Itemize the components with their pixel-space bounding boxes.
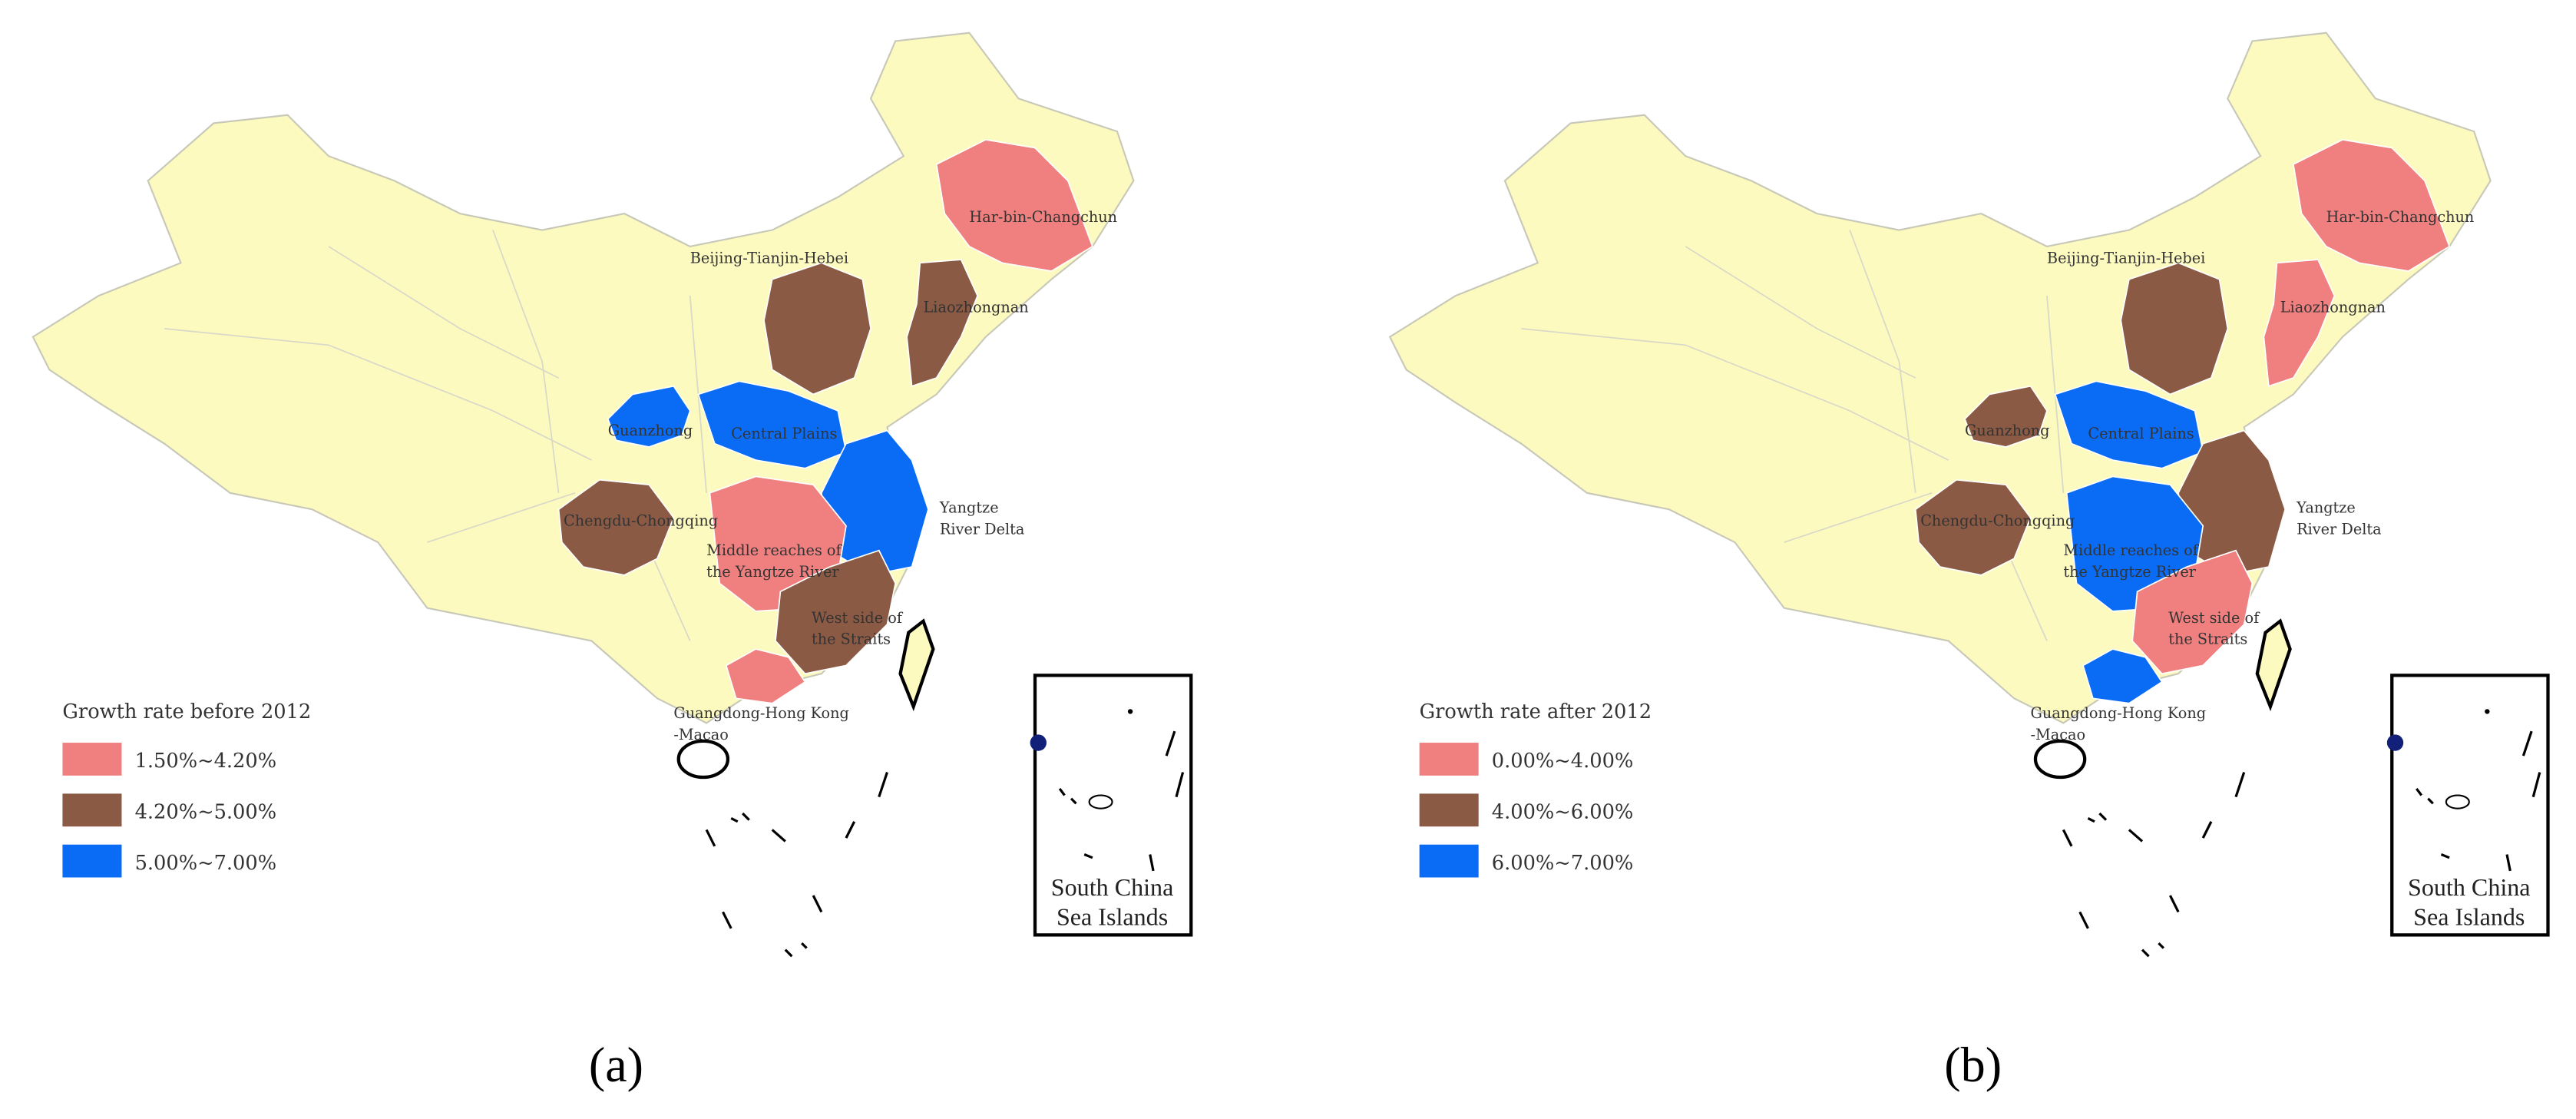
legend-title: Growth rate before 2012 [62,700,311,723]
region-label: the Straits [812,631,891,648]
region-label: River Delta [940,520,1024,538]
region-label: West side of [812,609,904,627]
panel-label: (a) [589,1038,643,1092]
region-label: Guangdong-Hong Kong [2031,704,2207,722]
sea-dashes [2062,772,2246,958]
region-label: Yangtze [939,499,999,517]
region-label: -Macao [2031,726,2086,743]
region-area [1963,385,2048,448]
inset-island [2445,794,2470,809]
legend-label: 1.50%~4.20% [135,750,277,773]
region-label: the Yangtze River [2063,563,2196,581]
region-area [763,262,871,396]
region-area [2082,648,2163,704]
inset-island [1088,794,1113,809]
legend-swatch [1419,844,1479,878]
inset-label: South China [1051,873,1174,901]
inset-label: South China [2408,873,2531,901]
region-label: Liaozhongnan [2280,299,2386,316]
inset-label: Sea Islands [1057,903,1168,931]
region-area [1914,478,2032,576]
region-label: the Straits [2168,631,2247,648]
region-label: Chengdu-Chongqing [1920,512,2075,530]
region-label: Beijing-Tianjin-Hebei [690,249,848,267]
hainan [676,739,730,780]
region-label: Central Plains [731,425,837,442]
region-label: River Delta [2297,520,2381,538]
region-area [775,549,897,675]
inset-edge [2386,734,2404,751]
legend-label: 6.00%~7.00% [1492,852,1634,875]
legend-swatch [1419,793,1479,827]
inset-frame [1033,674,1193,937]
region-label: Guangdong-Hong Kong [673,704,849,722]
legend-swatch [1419,743,1479,776]
region-area [2120,262,2229,396]
region-area [2292,138,2451,272]
map-panel: Har-bin-Changchun Beijing-Tianjin-Hebei Li… [1388,31,2550,1092]
inset-label: Sea Islands [2413,903,2525,931]
inset-islands [2416,730,2541,872]
region-label: Yangtze [2296,499,2356,517]
region-area [557,478,675,576]
inset-dot [1127,709,1133,714]
region-area [2263,259,2336,387]
inset-dot [2485,709,2490,714]
legend-swatch [62,844,122,878]
region-label: Guanzhong [608,422,693,439]
inset-islands [1058,730,1185,872]
legend-swatch [62,743,122,776]
country-outline [1388,31,2492,724]
legend-label: 5.00%~7.00% [135,852,277,875]
region-label: Middle reaches of [706,541,842,559]
region-label: Chengdu-Chongqing [564,512,718,530]
region-area [935,138,1093,272]
legend-label: 4.00%~6.00% [1492,800,1634,823]
sea-dashes [705,772,888,958]
country-outline [31,31,1135,724]
inset-edge [1030,734,1047,751]
panel-label: (b) [1944,1038,2002,1092]
inset-frame [2390,674,2550,937]
legend-label: 0.00%~4.00% [1492,750,1634,773]
legend-title: Growth rate after 2012 [1420,700,1652,723]
region-label: Guanzhong [1965,422,2050,439]
region-label: Beijing-Tianjin-Hebei [2047,249,2205,267]
legend-swatch [62,793,122,827]
region-label: West side of [2168,609,2260,627]
region-label: Har-bin-Changchun [969,208,1117,226]
region-label: -Macao [673,726,729,743]
region-label: the Yangtze River [706,563,839,581]
region-area [725,648,806,704]
region-label: Har-bin-Changchun [2326,208,2475,226]
region-label: Liaozhongnan [924,299,1029,316]
legend-label: 4.20%~5.00% [135,800,277,823]
region-label: Middle reaches of [2063,541,2199,559]
region-area [906,259,979,387]
taiwan [898,618,935,712]
hainan [2033,739,2087,780]
region-area [2131,549,2254,675]
region-area [607,385,691,448]
taiwan [2255,618,2292,712]
map-panel: Har-bin-Changchun Beijing-Tianjin-Hebei Li… [31,31,1193,1092]
region-label: Central Plains [2088,425,2194,442]
